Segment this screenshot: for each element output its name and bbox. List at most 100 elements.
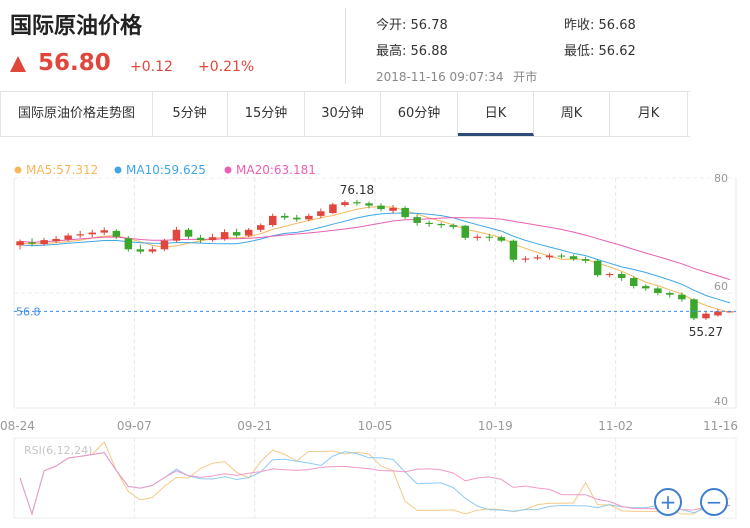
candle [16, 239, 24, 250]
candle-body [690, 299, 698, 319]
candle [533, 255, 542, 261]
zoom-in-button[interactable]: + [654, 488, 682, 516]
candle [52, 236, 60, 243]
legend-dot-ma5 [14, 166, 22, 174]
timestamp: 2018-11-16 09:07:34 开市 [376, 68, 537, 85]
candle-body [244, 229, 253, 236]
prev-close-stat: 昨收: 56.68 [564, 14, 636, 33]
zoom-out-button-label: − [706, 490, 723, 514]
open-label: 今开: [376, 18, 407, 33]
candle [593, 259, 602, 277]
candle-body [196, 237, 205, 241]
candle [341, 200, 349, 207]
candle [148, 246, 157, 254]
candle-body [136, 249, 145, 252]
candle-body [581, 259, 590, 261]
candle [557, 253, 566, 259]
candle [40, 237, 48, 246]
candle [329, 202, 337, 215]
candle-body [305, 215, 313, 220]
candle-body [353, 202, 361, 204]
candle [124, 236, 133, 252]
candle-body [605, 274, 614, 276]
candle-body [112, 230, 121, 237]
candle [714, 309, 722, 317]
candle [257, 223, 265, 233]
candle-body [389, 207, 397, 211]
tab-6[interactable]: 周K [534, 92, 610, 136]
kline-chart[interactable]: 80 60 40 56.8 76.18 55.27 MA5:57.312 MA10:59.62… [0, 150, 750, 528]
y-tick-label: 60 [714, 280, 728, 293]
price-change-percent: +0.21% [198, 59, 255, 75]
candle-body [497, 237, 506, 241]
tab-2[interactable]: 15分钟 [228, 92, 305, 136]
y-tick-label: 80 [714, 172, 728, 185]
candle [630, 276, 638, 289]
candle [678, 292, 686, 302]
candle-body [593, 260, 602, 276]
candle [413, 214, 421, 226]
candle [605, 272, 614, 278]
legend-label-ma10: MA10:59.625 [126, 163, 206, 177]
zoom-in-button-label: + [660, 490, 677, 514]
tab-0[interactable]: 国际原油价格走势图 [0, 92, 153, 136]
x-tick-label: 08-24 [0, 419, 35, 433]
zoom-out-button[interactable]: − [700, 488, 728, 516]
candle [545, 253, 554, 260]
candle [305, 213, 313, 222]
current-price: 56.80 [38, 50, 111, 76]
candle-body [281, 215, 289, 218]
candle [377, 203, 385, 212]
candle [437, 222, 445, 229]
low-value: 56.62 [598, 44, 636, 59]
candle [160, 238, 169, 252]
candle-body [630, 278, 638, 286]
candle [64, 233, 72, 242]
candle [232, 228, 241, 238]
candle-body [329, 204, 337, 213]
candle [28, 238, 36, 247]
tab-1[interactable]: 5分钟 [152, 92, 228, 136]
candle-body [52, 238, 60, 242]
tab-7[interactable]: 月K [610, 92, 688, 136]
candle [497, 235, 506, 243]
candle-body [257, 225, 265, 230]
candle [485, 233, 494, 242]
candle [473, 234, 482, 241]
high-value: 56.88 [410, 44, 448, 59]
current-price-label: 56.8 [16, 305, 41, 318]
high-stat: 最高: 56.88 [376, 40, 448, 59]
zoom-out-button-circle [700, 488, 728, 516]
period-tabs: 国际原油价格走势图 5分钟 15分钟 30分钟 60分钟 日K 周K 月K [0, 91, 690, 137]
candle-body [148, 249, 157, 252]
candle-body [569, 256, 578, 260]
candle-body [666, 293, 674, 295]
candle-body [377, 205, 385, 210]
candle-body [293, 217, 301, 220]
candle [88, 229, 96, 238]
prev-close-label: 昨收: [564, 18, 595, 33]
tab-5[interactable]: 日K [458, 92, 534, 136]
candle [208, 233, 217, 242]
candle [112, 229, 121, 239]
x-tick-label: 11-02 [598, 419, 633, 433]
legend-label-ma20: MA20:63.181 [236, 163, 316, 177]
candle-body [220, 232, 229, 239]
legend-dot-ma10 [114, 166, 122, 174]
candle-body [425, 222, 433, 224]
candle [365, 201, 373, 209]
tab-4[interactable]: 60分钟 [381, 92, 458, 136]
candle-body [124, 238, 133, 250]
low-label: 最低: [564, 44, 595, 59]
candle [136, 244, 145, 254]
candle-body [545, 255, 554, 258]
candle [702, 310, 710, 321]
ma10-line [19, 212, 731, 304]
timestamp-value: 2018-11-16 09:07:34 [376, 70, 504, 84]
candle-body [40, 240, 48, 245]
tab-3[interactable]: 30分钟 [305, 92, 381, 136]
candle-body [28, 242, 36, 244]
candle [389, 205, 397, 214]
candle-body [509, 240, 518, 260]
candle [569, 254, 578, 261]
